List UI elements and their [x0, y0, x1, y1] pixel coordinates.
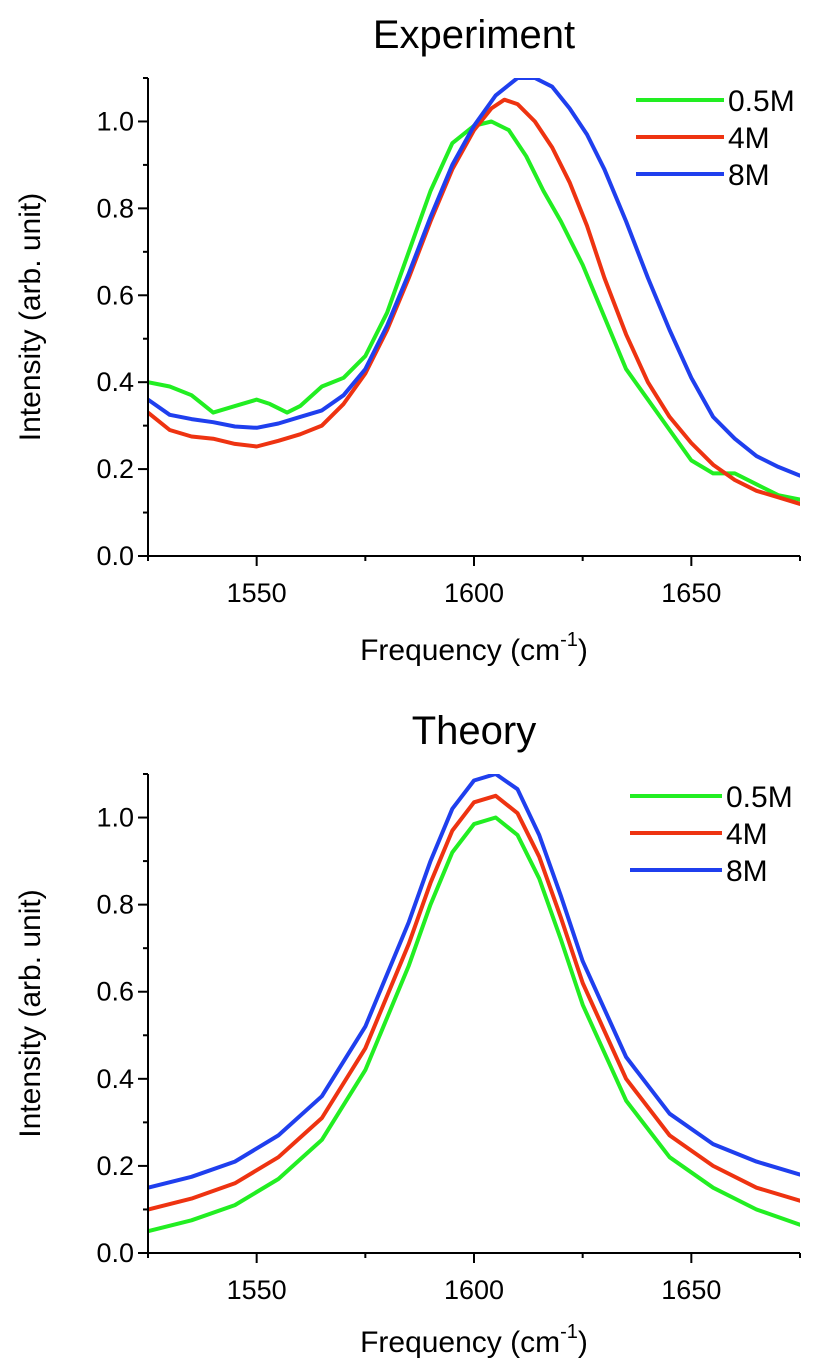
x-tick-label: 1600	[444, 578, 504, 608]
y-tick-label: 0.0	[96, 541, 134, 571]
legend: 0.5M 4M 8M	[630, 781, 793, 888]
series-line-0.5M	[148, 119, 800, 502]
y-tick-label: 0.2	[96, 454, 134, 484]
x-tick-label: 1550	[227, 1275, 287, 1305]
series-line-0.5M	[148, 815, 800, 1234]
series-line-8M	[148, 774, 800, 1190]
legend: 0.5M 4M 8M	[636, 85, 795, 192]
y-tick-label: 0.2	[96, 1151, 134, 1181]
chart-title: Experiment	[373, 13, 575, 57]
x-tick-label: 1600	[444, 1275, 504, 1305]
x-axis-label-close: )	[578, 634, 588, 667]
x-axis-label-superscript: -1	[560, 629, 578, 651]
y-tick-label: 0.0	[96, 1238, 134, 1268]
y-tick-label: 0.8	[96, 890, 134, 920]
y-tick-label: 0.6	[96, 280, 134, 310]
experiment-panel: Experiment Intensity (arb. unit) Frequen…	[14, 13, 801, 667]
x-tick-label: 1550	[227, 578, 287, 608]
y-tick-label: 0.6	[96, 977, 134, 1007]
x-tick-label: 1650	[661, 1275, 721, 1305]
series-line-4M	[148, 97, 800, 506]
y-tick-label: 0.4	[96, 1064, 134, 1094]
y-tick-label: 1.0	[96, 106, 134, 136]
theory-panel: Theory Intensity (arb. unit) Frequency (…	[14, 709, 801, 1359]
chart-title: Theory	[412, 709, 537, 753]
x-axis-label: Frequency (cm-1)	[360, 629, 588, 667]
series-line-8M	[148, 78, 800, 478]
legend-label-4M: 4M	[728, 122, 770, 155]
y-axis-label: Intensity (arb. unit)	[14, 193, 47, 441]
legend-label-0.5M: 0.5M	[726, 781, 793, 814]
series-line-4M	[148, 793, 800, 1212]
x-axis-label-close: )	[578, 1326, 588, 1359]
x-axis-label: Frequency (cm-1)	[360, 1321, 588, 1359]
y-axis-label: Intensity (arb. unit)	[14, 889, 47, 1137]
legend-label-8M: 8M	[728, 159, 770, 192]
y-tick-label: 0.4	[96, 367, 134, 397]
x-axis-label-main: Frequency (cm	[360, 1326, 560, 1359]
legend-label-4M: 4M	[726, 818, 768, 851]
x-axis-label-superscript: -1	[560, 1321, 578, 1343]
y-tick-label: 0.8	[96, 193, 134, 223]
y-tick-label: 1.0	[96, 803, 134, 833]
x-axis-label-main: Frequency (cm	[360, 634, 560, 667]
legend-label-8M: 8M	[726, 855, 768, 888]
legend-label-0.5M: 0.5M	[728, 85, 795, 118]
series-lines	[148, 78, 800, 506]
series-lines	[148, 774, 800, 1234]
x-tick-label: 1650	[661, 578, 721, 608]
